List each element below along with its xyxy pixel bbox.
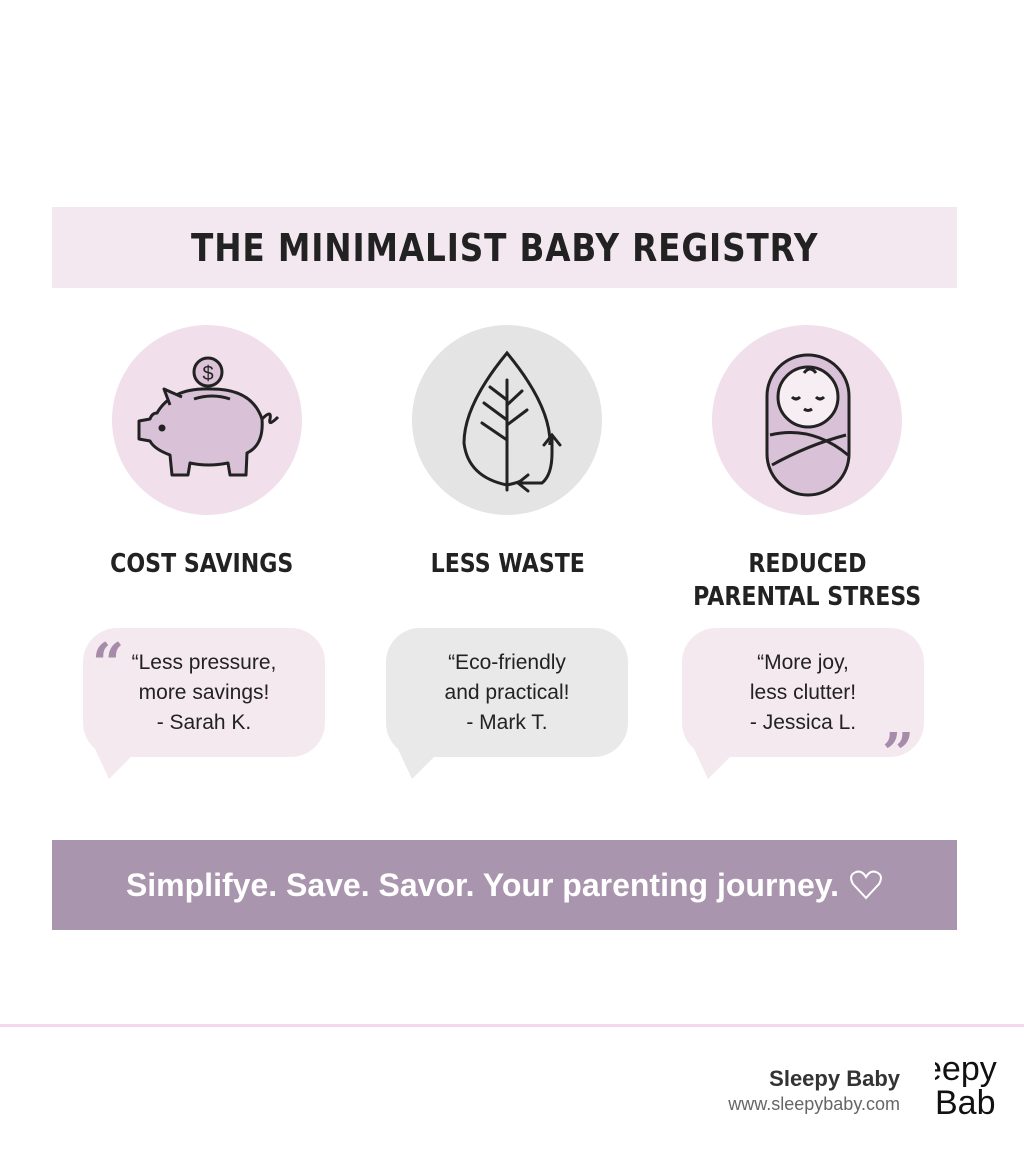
testimonial-bubble: “More joy, less clutter! - Jessica L. bbox=[682, 628, 924, 779]
testimonial-bubble: “Less pressure, more savings! - Sarah K. bbox=[83, 628, 325, 779]
testimonial-line: “Eco-friendly bbox=[448, 650, 566, 674]
testimonial-line: less clutter! bbox=[749, 680, 857, 704]
testimonial-line: and practical! bbox=[444, 680, 570, 704]
tagline-text: Simplifye. Save. Savor. Your parenting j… bbox=[125, 866, 840, 903]
benefit-label-text: LESS WASTE bbox=[430, 549, 586, 579]
title-banner: THE MINIMALIST BABY REGISTRY bbox=[52, 207, 957, 288]
benefit-label-line1: REDUCED bbox=[747, 549, 867, 579]
page-title: THE MINIMALIST BABY REGISTRY bbox=[190, 225, 819, 270]
logo-text-top: eepy bbox=[935, 1052, 997, 1088]
heart-outline-icon bbox=[850, 870, 882, 900]
testimonial-author: - Jessica L. bbox=[749, 710, 857, 734]
brand-url: www.sleepybaby.com bbox=[728, 1094, 900, 1114]
piggy-bank-icon: $ bbox=[112, 325, 302, 515]
svg-text:$: $ bbox=[202, 363, 213, 385]
testimonial-author: - Mark T. bbox=[466, 710, 548, 734]
benefit-label-less-waste: LESS WASTE bbox=[358, 548, 658, 581]
close-quote-icon: ” bbox=[882, 721, 915, 787]
footer-divider bbox=[0, 1024, 1024, 1027]
open-quote-icon: “ bbox=[92, 631, 125, 697]
logo-text-bottom: Bab bbox=[935, 1084, 996, 1122]
leaf-recycle-icon bbox=[412, 325, 602, 515]
swaddled-baby-icon bbox=[712, 325, 902, 515]
testimonial-line: “Less pressure, bbox=[131, 650, 277, 674]
brand-name: Sleepy Baby bbox=[769, 1066, 900, 1091]
tagline-banner: Simplifye. Save. Savor. Your parenting j… bbox=[52, 840, 957, 930]
testimonial-bubble: “Eco-friendly and practical! - Mark T. bbox=[386, 628, 628, 779]
benefit-label-reduced-stress: REDUCED PARENTAL STRESS bbox=[657, 548, 957, 614]
sleepy-baby-logo: eepy Bab bbox=[935, 1052, 1005, 1124]
benefit-label-line2: PARENTAL STRESS bbox=[692, 582, 922, 612]
testimonial-line: more savings! bbox=[138, 680, 270, 704]
benefit-label-cost-savings: COST SAVINGS bbox=[52, 548, 352, 581]
testimonial-author: - Sarah K. bbox=[156, 710, 252, 734]
footer-brand: Sleepy Baby www.sleepybaby.com bbox=[728, 1066, 900, 1115]
testimonial-line: “More joy, bbox=[757, 650, 849, 674]
benefit-label-text: COST SAVINGS bbox=[110, 549, 294, 579]
